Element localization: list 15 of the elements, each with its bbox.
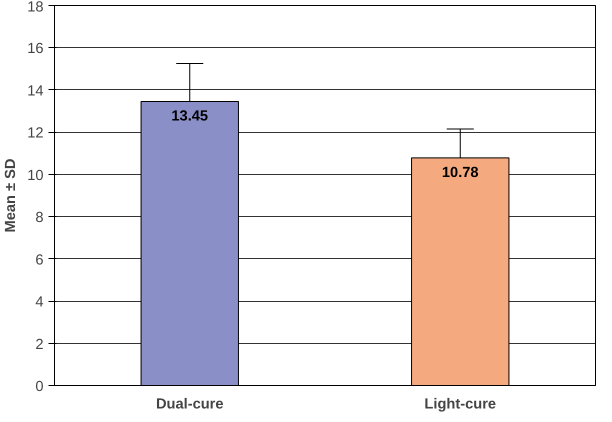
y-tick-label: 8 bbox=[35, 210, 44, 226]
y-axis-title: Mean ± SD bbox=[3, 158, 20, 233]
data-label: 10.78 bbox=[442, 164, 479, 181]
y-tick-label: 4 bbox=[35, 294, 44, 311]
y-tick-label: 18 bbox=[27, 0, 44, 16]
x-tick-label: Dual-cure bbox=[156, 396, 224, 412]
data-label: 13.45 bbox=[171, 108, 208, 125]
y-tick-label: 10 bbox=[27, 168, 44, 184]
x-tick-label: Light-cure bbox=[424, 396, 496, 412]
y-tick-label: 16 bbox=[27, 41, 44, 58]
y-tick-label: 0 bbox=[35, 379, 44, 395]
y-tick-label: 12 bbox=[27, 126, 44, 142]
y-tick-label: 2 bbox=[35, 336, 44, 353]
y-tick-label: 6 bbox=[35, 252, 44, 268]
y-tick-label: 14 bbox=[27, 83, 44, 100]
